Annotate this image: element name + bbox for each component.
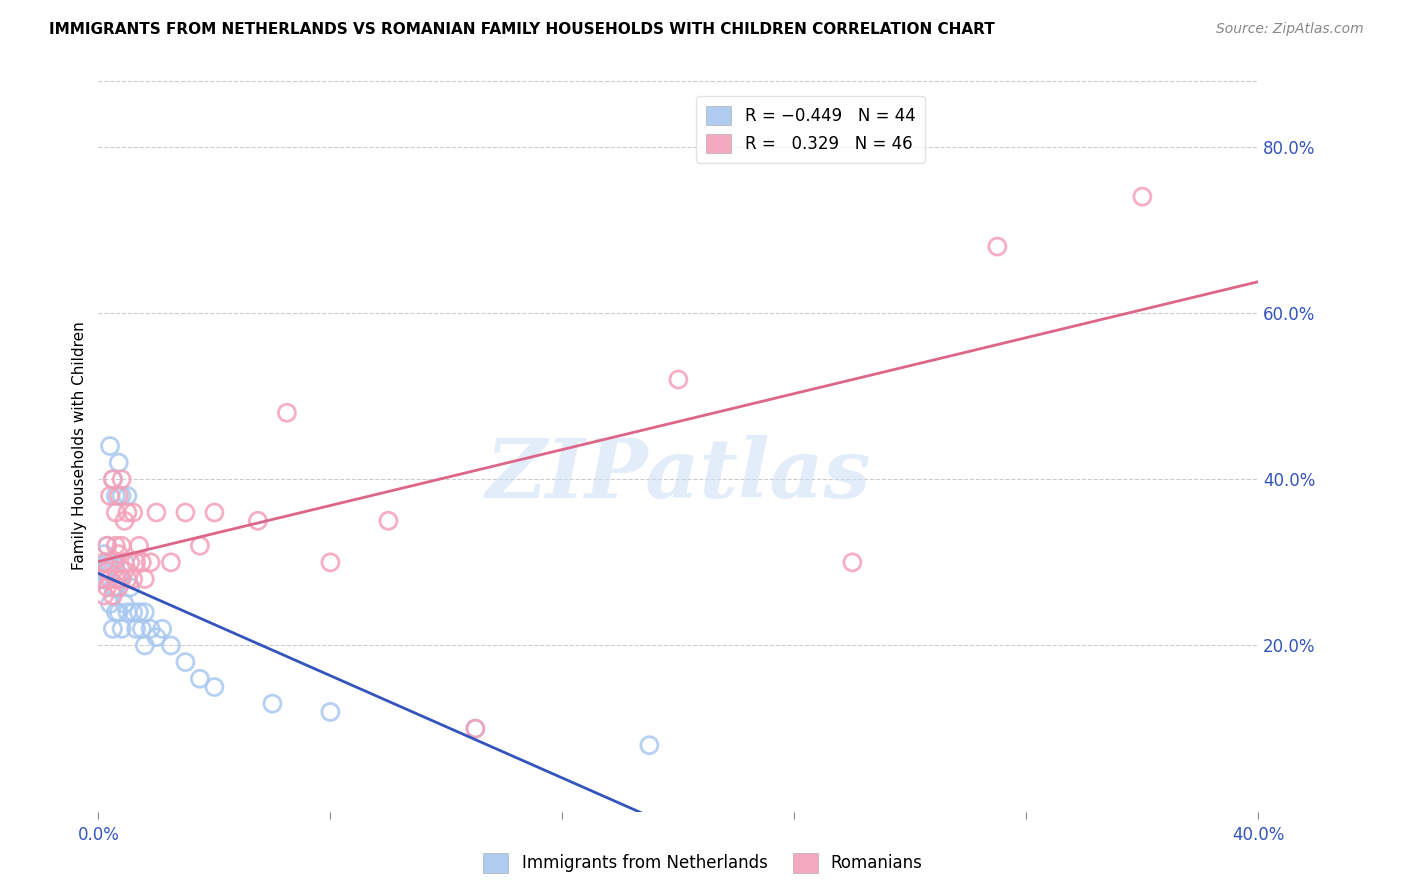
Point xyxy=(104,580,127,594)
Point xyxy=(841,555,863,569)
Point xyxy=(98,555,121,569)
Point xyxy=(111,572,132,586)
Legend: R = −0.449   N = 44, R =   0.329   N = 46: R = −0.449 N = 44, R = 0.329 N = 46 xyxy=(696,96,925,162)
Point xyxy=(204,506,226,520)
Point xyxy=(107,605,129,619)
Point xyxy=(104,506,127,520)
Text: Source: ZipAtlas.com: Source: ZipAtlas.com xyxy=(1216,22,1364,37)
Point xyxy=(134,605,156,619)
Point xyxy=(125,555,148,569)
Point xyxy=(107,580,129,594)
Point xyxy=(666,372,689,386)
Point xyxy=(96,564,118,578)
Point xyxy=(117,605,139,619)
Point xyxy=(638,738,661,752)
Point xyxy=(174,655,197,669)
Point xyxy=(117,572,139,586)
Point xyxy=(107,572,129,586)
Point xyxy=(122,572,145,586)
Point xyxy=(104,572,127,586)
Point xyxy=(319,705,342,719)
Point xyxy=(96,539,118,553)
Point xyxy=(101,472,124,486)
Point xyxy=(107,489,129,503)
Point xyxy=(114,555,136,569)
Point xyxy=(131,555,153,569)
Point xyxy=(464,722,486,736)
Point xyxy=(122,506,145,520)
Point xyxy=(96,555,118,569)
Point xyxy=(204,680,226,694)
Point xyxy=(262,697,284,711)
Point xyxy=(1130,189,1153,203)
Point xyxy=(98,597,121,611)
Point xyxy=(464,722,486,736)
Point xyxy=(145,506,167,520)
Point xyxy=(174,506,197,520)
Point xyxy=(111,539,132,553)
Point xyxy=(117,506,139,520)
Point xyxy=(111,489,132,503)
Point xyxy=(111,572,132,586)
Point xyxy=(131,622,153,636)
Point xyxy=(986,239,1008,253)
Y-axis label: Family Households with Children: Family Households with Children xyxy=(72,322,87,570)
Point xyxy=(114,514,136,528)
Point xyxy=(246,514,269,528)
Point xyxy=(160,639,183,653)
Point xyxy=(188,672,211,686)
Point xyxy=(120,580,142,594)
Point xyxy=(104,605,127,619)
Point xyxy=(125,622,148,636)
Point xyxy=(122,605,145,619)
Point xyxy=(93,555,115,569)
Point xyxy=(96,539,118,553)
Point xyxy=(98,572,121,586)
Point xyxy=(276,406,298,420)
Point xyxy=(139,622,162,636)
Point xyxy=(93,589,115,603)
Point xyxy=(319,555,342,569)
Point xyxy=(101,580,124,594)
Point xyxy=(139,555,162,569)
Point xyxy=(101,555,124,569)
Text: ZIPatlas: ZIPatlas xyxy=(485,435,872,516)
Point xyxy=(111,622,132,636)
Point xyxy=(101,622,124,636)
Point xyxy=(96,572,118,586)
Point xyxy=(114,564,136,578)
Point xyxy=(120,555,142,569)
Point xyxy=(128,539,150,553)
Point xyxy=(107,456,129,470)
Point xyxy=(101,589,124,603)
Point xyxy=(96,580,118,594)
Point xyxy=(98,489,121,503)
Legend: Immigrants from Netherlands, Romanians: Immigrants from Netherlands, Romanians xyxy=(477,847,929,880)
Text: IMMIGRANTS FROM NETHERLANDS VS ROMANIAN FAMILY HOUSEHOLDS WITH CHILDREN CORRELAT: IMMIGRANTS FROM NETHERLANDS VS ROMANIAN … xyxy=(49,22,995,37)
Point xyxy=(160,555,183,569)
Point xyxy=(134,572,156,586)
Point xyxy=(377,514,399,528)
Point xyxy=(107,547,129,561)
Point xyxy=(90,572,112,586)
Point xyxy=(150,622,173,636)
Point xyxy=(104,555,127,569)
Point xyxy=(104,489,127,503)
Point xyxy=(98,439,121,453)
Point xyxy=(101,472,124,486)
Point xyxy=(145,630,167,644)
Point xyxy=(128,605,150,619)
Point xyxy=(117,489,139,503)
Point xyxy=(111,472,132,486)
Point xyxy=(104,539,127,553)
Point xyxy=(134,639,156,653)
Point xyxy=(114,597,136,611)
Point xyxy=(188,539,211,553)
Point xyxy=(90,572,112,586)
Point xyxy=(93,564,115,578)
Point xyxy=(93,547,115,561)
